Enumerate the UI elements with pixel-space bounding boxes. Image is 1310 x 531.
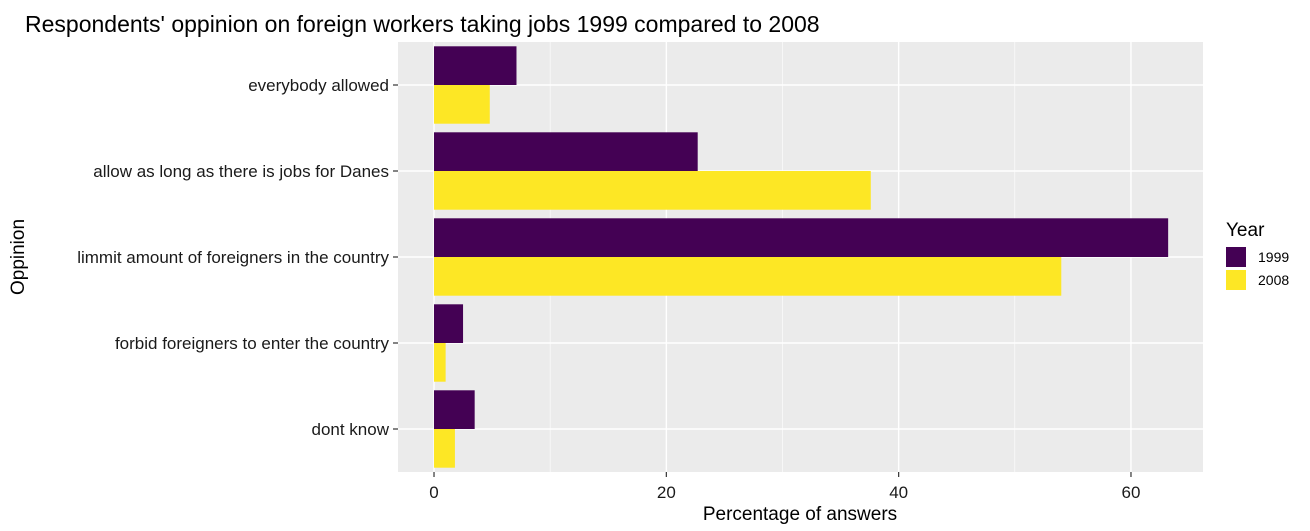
bar-2008-2 xyxy=(434,257,1062,296)
bar-1999-1 xyxy=(434,132,698,171)
x-tick-label: 40 xyxy=(889,483,908,502)
y-axis: everybody allowed allow as long as there … xyxy=(77,76,398,439)
bars xyxy=(434,46,1169,468)
x-tick-label: 60 xyxy=(1122,483,1141,502)
y-category-label: forbid foreigners to enter the country xyxy=(115,334,390,353)
y-category-label: allow as long as there is jobs for Danes xyxy=(93,162,389,181)
bar-2008-1 xyxy=(434,171,871,210)
legend-key-1999 xyxy=(1226,247,1246,267)
bar-1999-3 xyxy=(434,304,464,343)
bar-1999-0 xyxy=(434,46,517,85)
legend: Year 1999 2008 xyxy=(1226,220,1289,290)
legend-items: 1999 2008 xyxy=(1226,247,1289,290)
chart-title: Respondents' oppinion on foreign workers… xyxy=(25,11,820,37)
x-axis: 0 20 40 60 xyxy=(429,472,1140,502)
y-axis-title: Oppinion xyxy=(8,219,29,295)
y-category-label: everybody allowed xyxy=(248,76,389,95)
legend-label-1999: 1999 xyxy=(1258,249,1289,265)
x-tick-label: 20 xyxy=(657,483,676,502)
y-category-label: limmit amount of foreigners in the count… xyxy=(77,248,389,267)
y-category-label: dont know xyxy=(312,420,390,439)
x-axis-title: Percentage of answers xyxy=(703,504,897,525)
bar-2008-0 xyxy=(434,85,490,124)
legend-title: Year xyxy=(1226,220,1265,241)
legend-key-2008 xyxy=(1226,270,1246,290)
bar-2008-3 xyxy=(434,343,446,382)
legend-label-2008: 2008 xyxy=(1258,272,1289,288)
x-tick-label: 0 xyxy=(429,483,438,502)
bar-1999-4 xyxy=(434,390,475,429)
bar-2008-4 xyxy=(434,429,455,468)
bar-1999-2 xyxy=(434,218,1169,257)
